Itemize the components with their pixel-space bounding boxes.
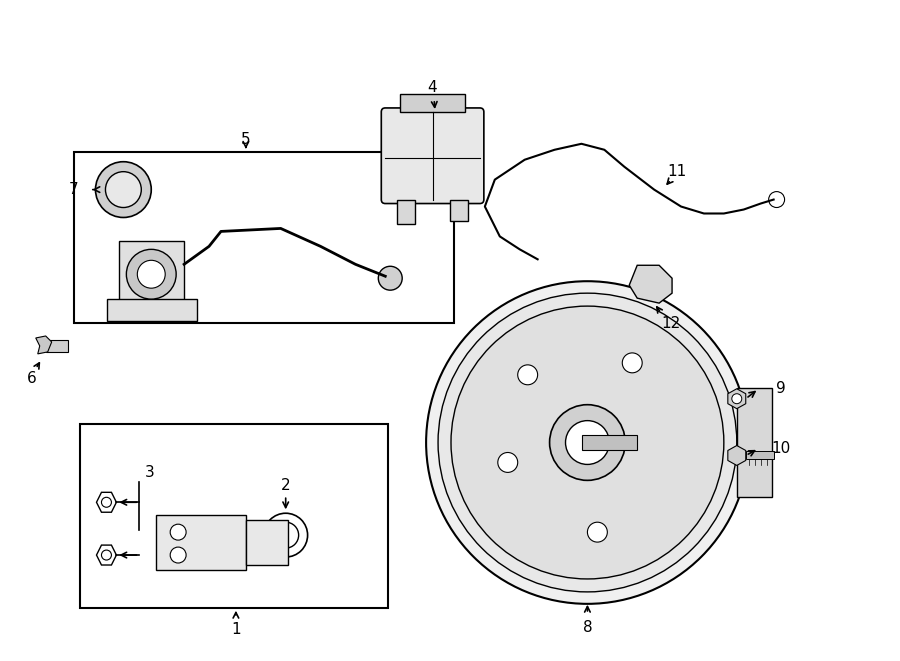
Bar xyxy=(746,451,774,459)
Circle shape xyxy=(105,172,141,208)
Bar xyxy=(582,434,637,451)
Polygon shape xyxy=(96,492,116,512)
Text: 2: 2 xyxy=(281,478,291,493)
Bar xyxy=(79,424,388,608)
Text: 10: 10 xyxy=(771,441,790,456)
Text: 3: 3 xyxy=(144,465,154,480)
Polygon shape xyxy=(36,336,51,354)
Circle shape xyxy=(95,162,151,217)
Circle shape xyxy=(102,550,112,560)
Circle shape xyxy=(769,192,785,208)
Circle shape xyxy=(498,453,518,473)
Bar xyxy=(246,520,288,565)
Text: 4: 4 xyxy=(428,79,436,95)
Bar xyxy=(157,515,246,570)
Circle shape xyxy=(588,522,608,542)
Text: 5: 5 xyxy=(241,132,251,147)
Circle shape xyxy=(438,293,737,592)
Text: 7: 7 xyxy=(68,182,78,197)
Polygon shape xyxy=(728,446,746,465)
Polygon shape xyxy=(629,265,672,303)
Circle shape xyxy=(170,524,186,540)
Text: 1: 1 xyxy=(231,622,240,637)
Polygon shape xyxy=(728,389,746,408)
Bar xyxy=(400,94,465,112)
Text: 8: 8 xyxy=(582,620,592,635)
Circle shape xyxy=(426,281,749,604)
Circle shape xyxy=(170,547,186,563)
Bar xyxy=(450,200,468,221)
Bar xyxy=(74,152,454,323)
Circle shape xyxy=(102,497,112,507)
Circle shape xyxy=(378,266,402,290)
FancyBboxPatch shape xyxy=(382,108,484,204)
Text: 12: 12 xyxy=(662,315,680,330)
Text: 11: 11 xyxy=(668,164,687,179)
Text: 9: 9 xyxy=(776,381,786,396)
Circle shape xyxy=(518,365,537,385)
Circle shape xyxy=(550,405,626,481)
Bar xyxy=(120,241,184,306)
Bar xyxy=(46,340,68,352)
Circle shape xyxy=(451,306,724,579)
Circle shape xyxy=(565,420,609,465)
Circle shape xyxy=(126,249,176,299)
Circle shape xyxy=(138,260,166,288)
Bar xyxy=(107,299,197,321)
Circle shape xyxy=(732,394,742,404)
Polygon shape xyxy=(96,545,116,565)
Bar xyxy=(737,388,771,497)
Circle shape xyxy=(622,353,643,373)
Circle shape xyxy=(273,522,299,548)
Bar xyxy=(397,200,415,225)
Text: 6: 6 xyxy=(27,371,37,386)
Circle shape xyxy=(264,513,308,557)
